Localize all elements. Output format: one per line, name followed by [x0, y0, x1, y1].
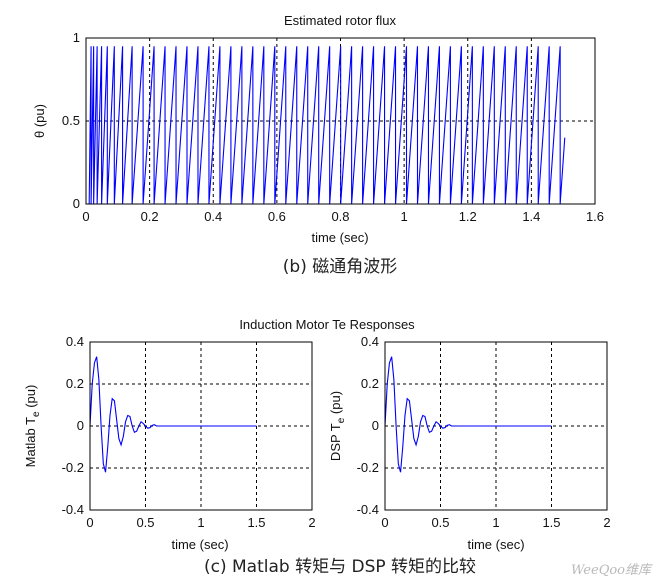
y-tick-label: 0.4: [66, 334, 84, 349]
y-tick-label: 0.4: [361, 334, 379, 349]
x-tick-label: 1: [492, 515, 499, 530]
plot-frame: [85, 37, 596, 205]
y-tick-label: 0: [77, 418, 84, 433]
x-tick-label: 0.5: [431, 515, 449, 530]
x-axis-label: time (sec): [171, 537, 228, 552]
chart-matlab-te: Induction Motor Te Responses 0 0.5 1 1.5 2 -…: [23, 317, 415, 552]
x-tick-label: 0: [86, 515, 93, 530]
x-tick-label: 1: [197, 515, 204, 530]
x-tick-label: 0: [82, 209, 89, 224]
y-tick-label: 0: [372, 418, 379, 433]
x-tick-label: 1.5: [542, 515, 560, 530]
x-tick-label: 0.5: [136, 515, 154, 530]
series-line: [384, 356, 552, 473]
chart-title: Estimated rotor flux: [284, 13, 396, 28]
x-tick-label: 2: [603, 515, 610, 530]
y-axis-label: DSP Te (pu): [328, 391, 347, 461]
x-tick-label: 1.6: [586, 209, 604, 224]
y-axis-label: θ (pu): [32, 104, 47, 138]
x-tick-label: 1: [401, 209, 408, 224]
x-tick-labels: 0 0.5 1 1.5 2: [86, 515, 315, 530]
x-axis-label: time (sec): [311, 230, 368, 245]
x-tick-label: 0.8: [331, 209, 349, 224]
y-tick-label: -0.2: [357, 460, 379, 475]
x-tick-labels: 0 0.5 1 1.5 2: [381, 515, 610, 530]
x-tick-label: 0.4: [204, 209, 222, 224]
series-line: [88, 46, 566, 205]
y-tick-label: -0.4: [357, 502, 379, 517]
y-axis-label: Matlab Te (pu): [23, 385, 42, 468]
y-tick-label: 1: [73, 30, 80, 45]
plot-frame: [89, 341, 313, 511]
y-tick-labels: 00.51: [62, 30, 80, 211]
y-tick-label: 0.2: [361, 376, 379, 391]
chart-rotor-flux: Estimated rotor flux 0 0.2 0.4 0.6 0.8 1 1.2 1.…: [32, 13, 604, 277]
x-tick-label: 2: [308, 515, 315, 530]
x-tick-label: 1.4: [522, 209, 540, 224]
x-tick-label: 0.2: [141, 209, 159, 224]
x-axis-label: time (sec): [467, 537, 524, 552]
y-tick-label: 0.2: [66, 376, 84, 391]
x-tick-label: 0: [381, 515, 388, 530]
y-tick-label: 0.5: [62, 113, 80, 128]
series-group: [384, 356, 552, 473]
chart-title: Induction Motor Te Responses: [239, 317, 415, 332]
caption-b: (b) 磁通角波形: [283, 257, 397, 277]
y-tick-labels: -0.4 -0.2 0 0.2 0.4: [62, 334, 84, 517]
y-tick-label: -0.4: [62, 502, 84, 517]
y-tick-labels: -0.4 -0.2 0 0.2 0.4: [357, 334, 379, 517]
watermark-logo: WeeQoo维库: [571, 563, 651, 578]
x-tick-label: 1.2: [459, 209, 477, 224]
chart-dsp-te: 0 0.5 1 1.5 2 -0.4 -0.2 0 0.2 0.4 time (sec) DSP…: [204, 334, 611, 577]
x-tick-labels: 0 0.2 0.4 0.6 0.8 1 1.2 1.4 1.6: [82, 209, 604, 224]
x-tick-label: 0.6: [268, 209, 286, 224]
y-tick-label: -0.2: [62, 460, 84, 475]
series-group: [89, 356, 257, 473]
series-line: [89, 356, 257, 473]
caption-c: (c) Matlab 转矩与 DSP 转矩的比较: [204, 557, 476, 577]
y-tick-label: 0: [73, 196, 80, 211]
series-group: [88, 46, 566, 205]
plot-frame: [384, 341, 608, 511]
x-tick-label: 1.5: [247, 515, 265, 530]
